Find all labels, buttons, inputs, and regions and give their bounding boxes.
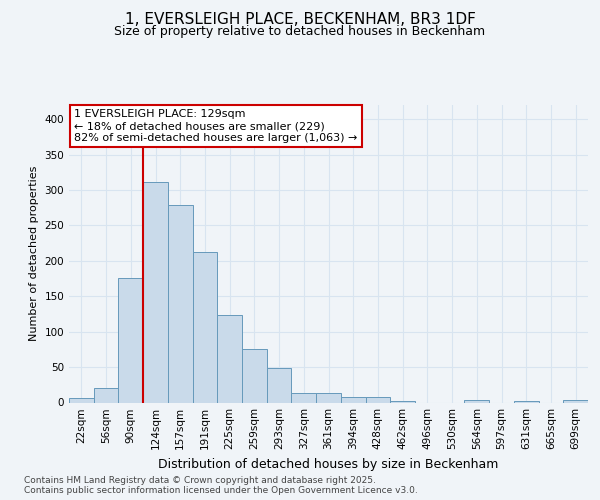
Bar xyxy=(193,252,217,402)
Text: 1, EVERSLEIGH PLACE, BECKENHAM, BR3 1DF: 1, EVERSLEIGH PLACE, BECKENHAM, BR3 1DF xyxy=(125,12,475,28)
Y-axis label: Number of detached properties: Number of detached properties xyxy=(29,166,39,342)
Text: 1 EVERSLEIGH PLACE: 129sqm
← 18% of detached houses are smaller (229)
82% of sem: 1 EVERSLEIGH PLACE: 129sqm ← 18% of deta… xyxy=(74,110,358,142)
Text: Contains HM Land Registry data © Crown copyright and database right 2025.
Contai: Contains HM Land Registry data © Crown c… xyxy=(24,476,418,495)
Bar xyxy=(464,400,489,402)
Bar xyxy=(390,401,415,402)
Bar xyxy=(316,392,341,402)
Bar xyxy=(242,348,267,403)
Bar xyxy=(267,368,292,402)
Bar xyxy=(94,388,118,402)
Bar xyxy=(341,397,365,402)
Bar xyxy=(365,397,390,402)
Bar xyxy=(563,400,588,402)
Bar xyxy=(168,205,193,402)
Bar xyxy=(217,314,242,402)
Bar xyxy=(118,278,143,402)
Bar xyxy=(292,392,316,402)
Bar xyxy=(143,182,168,402)
X-axis label: Distribution of detached houses by size in Beckenham: Distribution of detached houses by size … xyxy=(158,458,499,471)
Text: Size of property relative to detached houses in Beckenham: Size of property relative to detached ho… xyxy=(115,25,485,38)
Bar xyxy=(69,398,94,402)
Bar xyxy=(514,401,539,402)
